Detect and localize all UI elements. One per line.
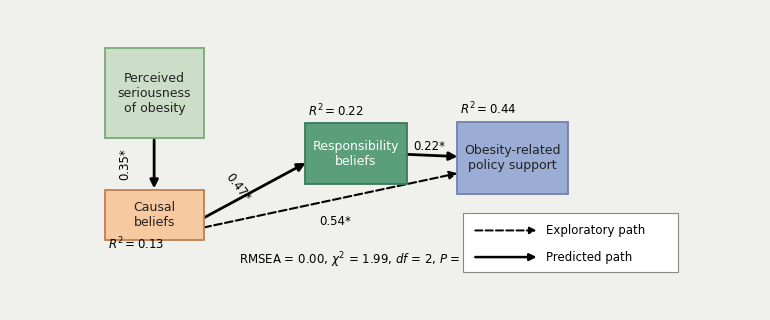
Text: Exploratory path: Exploratory path [546,224,644,237]
Text: 0.47*: 0.47* [223,171,253,204]
Text: Obesity-related
policy support: Obesity-related policy support [464,144,561,172]
FancyBboxPatch shape [105,190,203,240]
Text: Perceived
seriousness
of obesity: Perceived seriousness of obesity [118,72,191,115]
Text: 0.22*: 0.22* [413,140,445,153]
FancyBboxPatch shape [305,124,407,184]
Text: Predicted path: Predicted path [546,251,632,264]
Text: $R^2 = 0.22$: $R^2 = 0.22$ [308,103,363,120]
Text: Responsibility
beliefs: Responsibility beliefs [313,140,399,168]
FancyBboxPatch shape [105,48,203,138]
Text: 0.54*: 0.54* [319,215,351,228]
Text: Causal
beliefs: Causal beliefs [133,201,176,229]
FancyBboxPatch shape [464,213,678,273]
Text: 0.35*: 0.35* [119,148,132,180]
Text: $R^2 = 0.44$: $R^2 = 0.44$ [460,101,517,117]
Text: RMSEA = 0.00, $\chi^2$ = 1.99, $\it{df}$ = 2, $\it{P}$ = .37: RMSEA = 0.00, $\chi^2$ = 1.99, $\it{df}$… [239,251,484,270]
FancyBboxPatch shape [457,122,567,194]
Text: $R^2 = 0.13$: $R^2 = 0.13$ [108,236,164,253]
